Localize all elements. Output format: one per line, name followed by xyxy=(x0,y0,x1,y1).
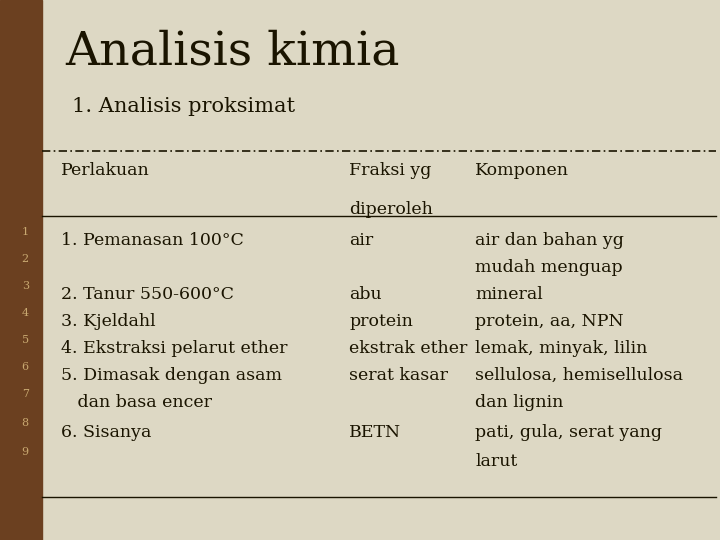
Text: air dan bahan yg: air dan bahan yg xyxy=(475,232,624,249)
Text: 1. Analisis proksimat: 1. Analisis proksimat xyxy=(72,97,295,116)
Text: mineral: mineral xyxy=(475,286,543,303)
Text: 4: 4 xyxy=(22,308,29,318)
Text: 1. Pemanasan 100°C: 1. Pemanasan 100°C xyxy=(61,232,244,249)
Text: lemak, minyak, lilin: lemak, minyak, lilin xyxy=(475,340,647,357)
Text: dan lignin: dan lignin xyxy=(475,394,564,411)
Text: 2: 2 xyxy=(22,254,29,264)
Text: 8: 8 xyxy=(22,418,29,429)
Text: Fraksi yg: Fraksi yg xyxy=(349,162,431,179)
Text: protein: protein xyxy=(349,313,413,330)
Text: air: air xyxy=(349,232,374,249)
Text: 6. Sisanya: 6. Sisanya xyxy=(61,424,152,441)
Text: 7: 7 xyxy=(22,389,29,399)
Bar xyxy=(0,0,42,540)
Text: 3. Kjeldahl: 3. Kjeldahl xyxy=(61,313,156,330)
Text: BETN: BETN xyxy=(349,424,401,441)
Text: 5. Dimasak dengan asam: 5. Dimasak dengan asam xyxy=(61,367,282,384)
Text: abu: abu xyxy=(349,286,382,303)
Text: serat kasar: serat kasar xyxy=(349,367,448,384)
Text: 3: 3 xyxy=(22,281,29,291)
Text: Analisis kimia: Analisis kimia xyxy=(65,30,400,75)
Text: ekstrak ether: ekstrak ether xyxy=(349,340,467,357)
Text: 6: 6 xyxy=(22,362,29,372)
Text: 1: 1 xyxy=(22,227,29,237)
Text: 5: 5 xyxy=(22,335,29,345)
Text: Perlakuan: Perlakuan xyxy=(61,162,150,179)
Text: 2. Tanur 550-600°C: 2. Tanur 550-600°C xyxy=(61,286,234,303)
Text: diperoleh: diperoleh xyxy=(349,201,433,218)
Text: Komponen: Komponen xyxy=(475,162,570,179)
Text: larut: larut xyxy=(475,453,518,469)
Text: pati, gula, serat yang: pati, gula, serat yang xyxy=(475,424,662,441)
Text: sellulosa, hemisellulosa: sellulosa, hemisellulosa xyxy=(475,367,683,384)
Text: dan basa encer: dan basa encer xyxy=(61,394,212,411)
Text: mudah menguap: mudah menguap xyxy=(475,259,623,276)
Text: 4. Ekstraksi pelarut ether: 4. Ekstraksi pelarut ether xyxy=(61,340,288,357)
Text: protein, aa, NPN: protein, aa, NPN xyxy=(475,313,624,330)
Text: 9: 9 xyxy=(22,447,29,457)
